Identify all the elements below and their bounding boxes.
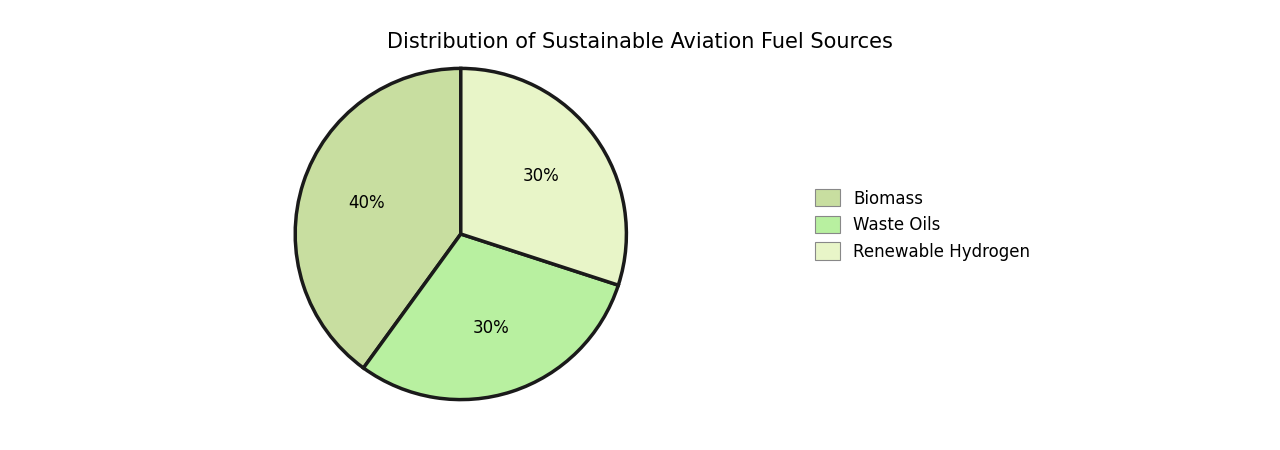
Text: 30%: 30% — [522, 166, 559, 184]
Text: Distribution of Sustainable Aviation Fuel Sources: Distribution of Sustainable Aviation Fue… — [387, 32, 893, 51]
Wedge shape — [296, 68, 461, 368]
Legend: Biomass, Waste Oils, Renewable Hydrogen: Biomass, Waste Oils, Renewable Hydrogen — [815, 189, 1030, 261]
Wedge shape — [364, 234, 618, 400]
Text: 40%: 40% — [348, 194, 384, 212]
Wedge shape — [461, 68, 626, 285]
Text: 30%: 30% — [474, 320, 509, 338]
